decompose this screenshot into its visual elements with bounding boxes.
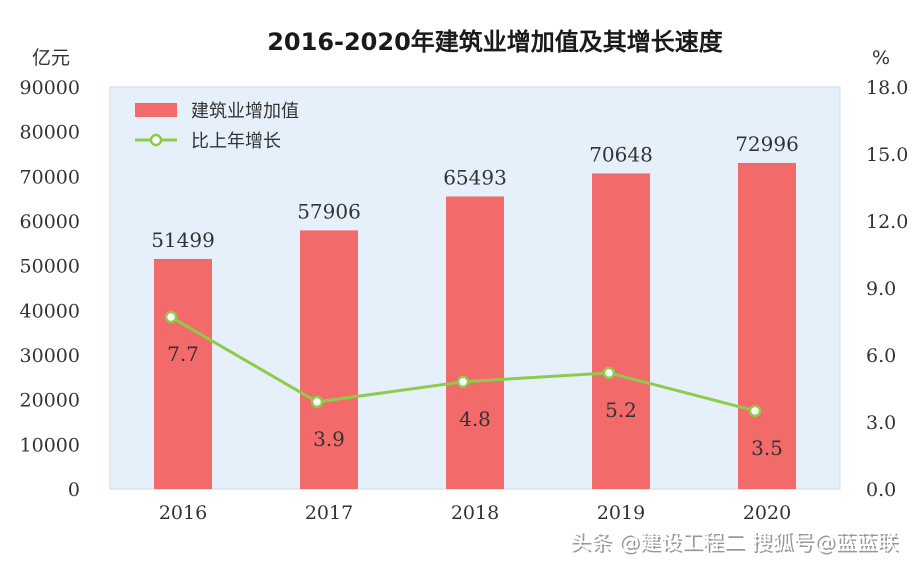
- legend: 建筑业增加值 比上年增长: [135, 101, 299, 152]
- right-axis: 0.0 3.0 6.0 9.0 12.0 15.0 18.0: [866, 77, 908, 501]
- left-tick-label: 50000: [20, 256, 80, 278]
- left-tick-label: 90000: [20, 77, 80, 99]
- legend-line-label: 比上年增长: [191, 131, 281, 152]
- x-tick-label: 2020: [743, 502, 791, 524]
- bar: [738, 162, 796, 489]
- left-tick-label: 40000: [20, 300, 80, 322]
- chart-title: 2016-2020年建筑业增加值及其增长速度: [267, 28, 724, 56]
- x-tick-label: 2018: [451, 502, 499, 524]
- line-value-label: 4.8: [459, 407, 491, 431]
- line-point: [602, 366, 616, 380]
- line-point: [456, 375, 470, 389]
- x-tick-label: 2016: [159, 502, 207, 524]
- watermark-shadow: 头条 @建设工程二 搜狐号@蓝蓝联: [572, 532, 900, 556]
- legend-bar-label: 建筑业增加值: [191, 101, 299, 122]
- line-series: 7.7 3.9 4.8 5.2 3.5: [164, 310, 783, 460]
- legend-line-marker: [149, 133, 163, 147]
- bar-series: 51499 57906 65493 70648 72996: [151, 132, 799, 489]
- left-axis-unit: 亿元: [32, 47, 70, 69]
- right-tick-label: 12.0: [866, 211, 908, 233]
- right-tick-label: 6.0: [866, 345, 896, 367]
- line-value-label: 5.2: [605, 398, 637, 422]
- watermark-text: 头条 @建设工程二 搜狐号@蓝蓝联: [570, 530, 898, 554]
- left-axis: 0 10000 20000 30000 40000 50000 60000 70000 8000…: [20, 77, 80, 501]
- left-tick-label: 60000: [20, 211, 80, 233]
- bar: [446, 196, 504, 489]
- line-point: [310, 395, 324, 409]
- line-value-label: 7.7: [167, 342, 199, 366]
- bar-value-label: 72996: [735, 132, 799, 156]
- left-tick-label: 20000: [20, 390, 80, 412]
- line-value-label: 3.5: [751, 436, 783, 460]
- right-tick-label: 3.0: [866, 412, 896, 434]
- bar-value-label: 51499: [151, 228, 215, 252]
- legend-bar-swatch: [135, 103, 177, 117]
- left-tick-label: 0: [68, 479, 80, 501]
- line-value-label: 3.9: [313, 427, 345, 451]
- right-axis-unit: %: [872, 47, 890, 69]
- bar: [592, 173, 650, 489]
- line-point: [164, 310, 178, 324]
- right-tick-label: 15.0: [866, 144, 908, 166]
- right-tick-label: 0.0: [866, 479, 896, 501]
- bar-value-label: 65493: [443, 165, 507, 189]
- left-tick-label: 80000: [20, 122, 80, 144]
- x-tick-label: 2019: [597, 502, 645, 524]
- left-tick-label: 10000: [20, 434, 80, 456]
- bar: [154, 258, 212, 489]
- right-tick-label: 9.0: [866, 278, 896, 300]
- left-tick-label: 70000: [20, 166, 80, 188]
- bar: [300, 230, 358, 489]
- line-point: [748, 404, 762, 418]
- right-tick-label: 18.0: [866, 77, 908, 99]
- bar-value-label: 57906: [297, 199, 361, 223]
- x-tick-label: 2017: [305, 502, 353, 524]
- bar-value-label: 70648: [589, 142, 653, 166]
- left-tick-label: 30000: [20, 345, 80, 367]
- x-axis: 2016 2017 2018 2019 2020: [159, 502, 791, 524]
